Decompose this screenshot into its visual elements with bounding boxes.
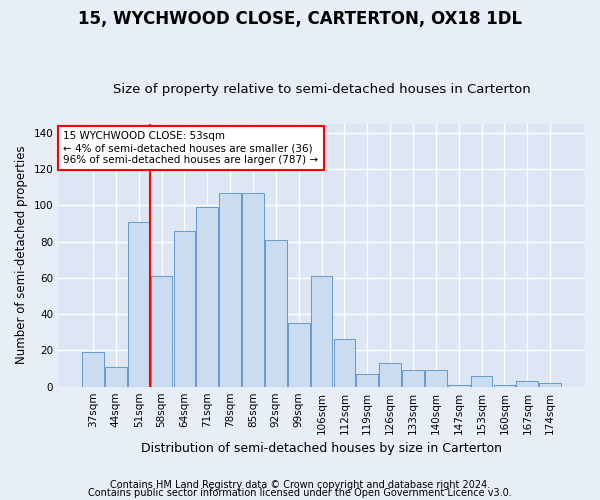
Bar: [151, 276, 172, 386]
Bar: [82, 352, 104, 386]
Bar: [219, 192, 241, 386]
Bar: [196, 207, 218, 386]
Text: 15, WYCHWOOD CLOSE, CARTERTON, OX18 1DL: 15, WYCHWOOD CLOSE, CARTERTON, OX18 1DL: [78, 10, 522, 28]
Bar: [471, 376, 493, 386]
Bar: [242, 192, 264, 386]
Text: 15 WYCHWOOD CLOSE: 53sqm
← 4% of semi-detached houses are smaller (36)
96% of se: 15 WYCHWOOD CLOSE: 53sqm ← 4% of semi-de…: [64, 132, 319, 164]
Bar: [448, 385, 470, 386]
Bar: [494, 385, 515, 386]
Bar: [265, 240, 287, 386]
Bar: [379, 363, 401, 386]
Bar: [334, 340, 355, 386]
Bar: [128, 222, 149, 386]
Text: Contains HM Land Registry data © Crown copyright and database right 2024.: Contains HM Land Registry data © Crown c…: [110, 480, 490, 490]
X-axis label: Distribution of semi-detached houses by size in Carterton: Distribution of semi-detached houses by …: [141, 442, 502, 455]
Text: Contains public sector information licensed under the Open Government Licence v3: Contains public sector information licen…: [88, 488, 512, 498]
Bar: [173, 230, 195, 386]
Bar: [402, 370, 424, 386]
Title: Size of property relative to semi-detached houses in Carterton: Size of property relative to semi-detach…: [113, 83, 530, 96]
Bar: [288, 323, 310, 386]
Y-axis label: Number of semi-detached properties: Number of semi-detached properties: [15, 146, 28, 364]
Bar: [425, 370, 447, 386]
Bar: [356, 374, 378, 386]
Bar: [105, 366, 127, 386]
Bar: [539, 383, 561, 386]
Bar: [517, 381, 538, 386]
Bar: [311, 276, 332, 386]
